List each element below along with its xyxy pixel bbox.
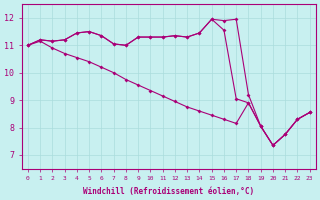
X-axis label: Windchill (Refroidissement éolien,°C): Windchill (Refroidissement éolien,°C) (83, 187, 254, 196)
